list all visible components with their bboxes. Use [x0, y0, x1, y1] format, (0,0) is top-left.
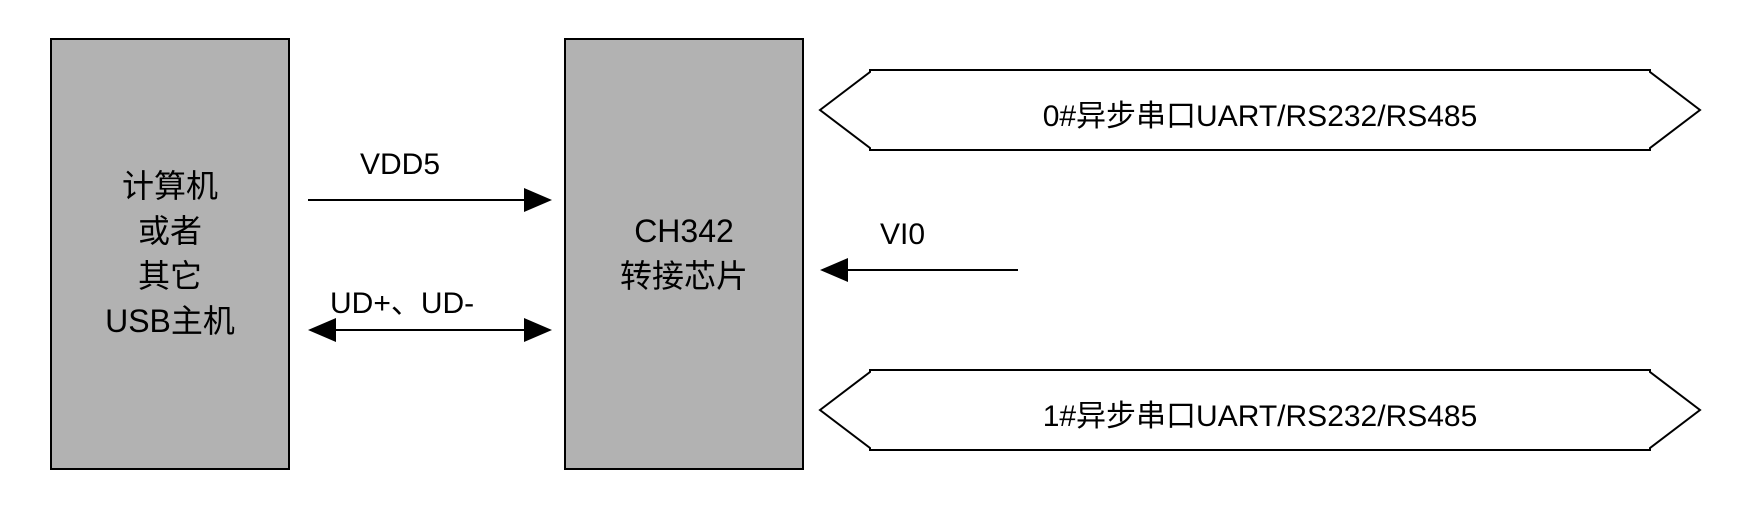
- label-uart1: 1#异步串口UART/RS232/RS485: [870, 391, 1650, 435]
- block-computer-usb-host: 计算机 或者 其它 USB主机: [50, 38, 290, 470]
- block-mid-line2: 转接芯片: [620, 254, 748, 299]
- label-vdd5: VDD5: [360, 148, 440, 182]
- label-ud: UD+、UD-: [330, 278, 474, 322]
- block-mid-line1: CH342: [634, 209, 734, 254]
- block-left-line4: USB主机: [105, 299, 235, 344]
- block-left-line2: 或者: [138, 209, 202, 254]
- label-uart0: 0#异步串口UART/RS232/RS485: [870, 91, 1650, 135]
- label-vio: VI0: [880, 218, 925, 252]
- block-left-line1: 计算机: [122, 164, 218, 209]
- block-left-line3: 其它: [138, 254, 202, 299]
- block-ch342-chip: CH342 转接芯片: [564, 38, 804, 470]
